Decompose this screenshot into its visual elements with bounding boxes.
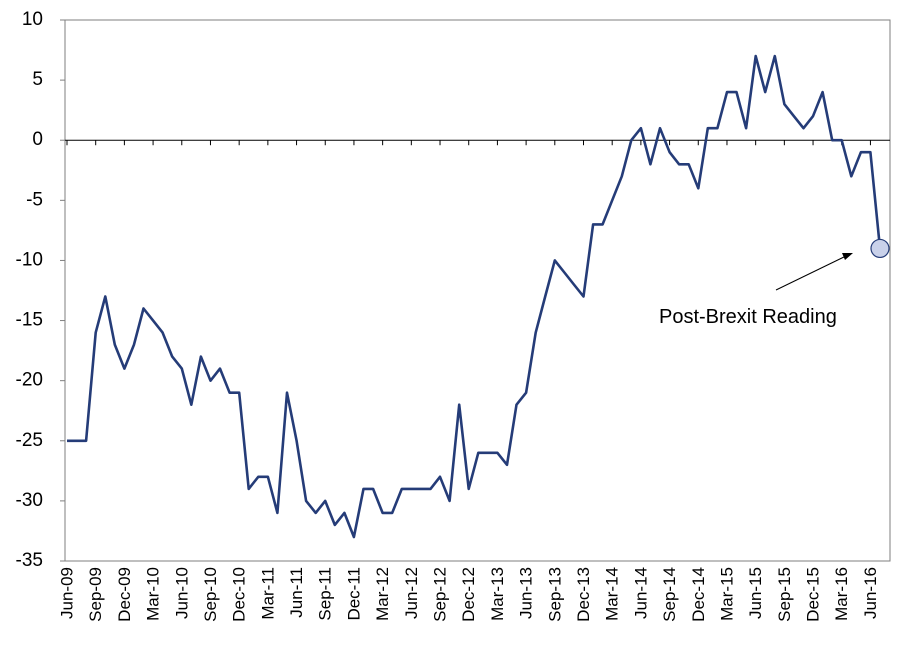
- x-tick-label: Jun-15: [746, 567, 765, 619]
- y-tick-label: -5: [26, 189, 43, 210]
- y-tick-label: 5: [32, 69, 43, 90]
- annotation-arrowhead: [842, 253, 853, 260]
- x-tick-label: Dec-15: [804, 567, 823, 622]
- x-tick-label: Sep-11: [316, 567, 335, 621]
- x-tick-label: Mar-16: [832, 567, 851, 621]
- x-tick-label: Sep-14: [660, 567, 679, 622]
- x-tick-label: Mar-14: [603, 567, 622, 621]
- y-tick-label: -10: [16, 249, 43, 270]
- y-tick-label: -15: [16, 310, 43, 331]
- x-tick-label: Sep-13: [545, 567, 564, 622]
- x-tick-label: Dec-09: [115, 567, 134, 622]
- x-axis: Jun-09 Sep-09 Dec-09 Mar-10 Jun-10 Sep-10 Dec-…: [57, 140, 880, 622]
- x-tick-label: Mar-15: [717, 567, 736, 621]
- x-tick-label: Jun-09: [57, 567, 76, 619]
- x-tick-label: Dec-14: [689, 567, 708, 622]
- y-tick-label: -20: [16, 370, 43, 391]
- y-tick-label: -30: [16, 490, 43, 511]
- x-tick-label: Mar-12: [373, 567, 392, 621]
- x-tick-label: Mar-13: [488, 567, 507, 621]
- y-tick-label: -25: [16, 430, 43, 451]
- y-tick-label: -35: [16, 550, 43, 571]
- x-tick-label: Sep-10: [201, 567, 220, 622]
- series-line: [67, 54, 882, 539]
- annotation-text: Post-Brexit Reading: [659, 306, 837, 328]
- x-tick-label: Jun-16: [861, 567, 880, 619]
- y-axis: 10 5 0 -5 -10 -15 -20 -25 -30 -35: [16, 9, 65, 571]
- x-tick-label: Dec-13: [574, 567, 593, 622]
- plot-area-frame: [64, 19, 891, 562]
- series-points: [66, 55, 881, 538]
- x-tick-label: Jun-13: [517, 567, 536, 619]
- x-tick-label: Sep-12: [431, 567, 450, 622]
- x-tick-label: Jun-12: [402, 567, 421, 619]
- x-tick-label: Dec-11: [344, 567, 363, 621]
- x-tick-label: Jun-10: [172, 567, 191, 619]
- x-tick-label: Jun-11: [287, 567, 306, 618]
- x-tick-label: Mar-11: [258, 567, 277, 620]
- x-tick-label: Sep-15: [775, 567, 794, 622]
- x-tick-label: Mar-10: [144, 567, 163, 621]
- post-brexit-marker: [870, 238, 890, 259]
- x-tick-label: Jun-14: [631, 567, 650, 619]
- y-tick-label: 0: [32, 129, 43, 150]
- annotation-arrow: [775, 255, 847, 291]
- x-tick-label: Sep-09: [86, 567, 105, 622]
- x-tick-label: Dec-10: [230, 567, 249, 622]
- y-tick-label: 10: [22, 9, 43, 30]
- x-tick-label: Dec-12: [459, 567, 478, 622]
